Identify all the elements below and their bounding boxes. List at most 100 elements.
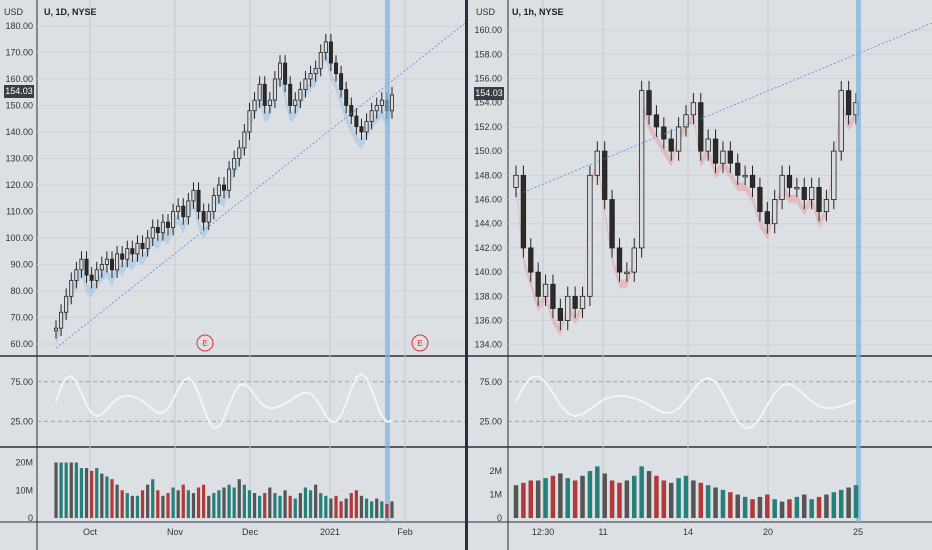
- candle-body: [120, 253, 125, 260]
- candle-body: [181, 205, 186, 218]
- hourly-chart-svg[interactable]: 160.00 158.00 156.00 154.00 152.00 150.00 148.…: [468, 0, 932, 550]
- candle-body: [653, 114, 660, 128]
- candle-body: [191, 189, 196, 202]
- price-tick-label: 90.00: [10, 260, 33, 270]
- volume-bar: [125, 493, 129, 518]
- candle-body: [323, 41, 328, 53]
- price-tick-label: 160.00: [5, 74, 33, 84]
- price-tick-label: 150.00: [474, 146, 502, 156]
- price-tick-label: 138.00: [474, 291, 502, 301]
- candle-body: [594, 150, 600, 176]
- candle-body: [349, 105, 354, 117]
- volume-bar: [146, 484, 150, 518]
- candle-body: [572, 295, 578, 309]
- ema-cloud: [516, 97, 856, 337]
- currency-label: USD: [476, 7, 496, 17]
- x-axis-label: 11: [598, 527, 607, 537]
- daily-chart-svg[interactable]: 180.00 170.00 160.00 150.00 140.00 130.00 120.…: [0, 0, 465, 550]
- candle-body: [772, 199, 778, 225]
- volume-bar: [191, 493, 196, 518]
- candle-body: [646, 90, 652, 116]
- volume-bar: [809, 499, 814, 518]
- oscillator-tick-label: 25.00: [10, 416, 33, 426]
- candle-body: [160, 221, 165, 234]
- volume-bar: [278, 495, 282, 518]
- candle-body: [712, 138, 719, 164]
- price-tick-label: 154.00: [474, 98, 502, 108]
- oscillator-tick-label: 75.00: [479, 377, 502, 387]
- candle-body: [609, 199, 615, 249]
- price-tick-label: 144.00: [474, 219, 502, 229]
- volume-bar: [202, 484, 206, 518]
- candle-body: [237, 147, 242, 159]
- volume-bar: [558, 473, 563, 518]
- candle-body: [277, 62, 282, 80]
- volume-bar: [691, 480, 696, 518]
- price-tick-label: 152.00: [474, 122, 502, 132]
- price-tick-label: 60.00: [10, 339, 33, 349]
- pane-divider[interactable]: [465, 0, 468, 550]
- hourly-chart-pane[interactable]: 160.00 158.00 156.00 154.00 152.00 150.00 148.…: [468, 0, 932, 550]
- x-axis-label: 20: [763, 527, 773, 537]
- price-tick-label: 100.00: [5, 233, 33, 243]
- volume-bar: [100, 473, 104, 518]
- candle-body: [838, 90, 844, 152]
- candle-body: [579, 295, 586, 309]
- candle-body: [272, 78, 277, 101]
- price-tick-label: 150.00: [5, 100, 33, 110]
- candle-body: [557, 308, 563, 321]
- candle-body: [513, 174, 519, 188]
- candle-body: [94, 269, 99, 281]
- candle-body: [176, 205, 181, 212]
- volume-bar: [84, 468, 89, 518]
- last-price-tag: 154.03: [4, 85, 34, 98]
- x-axis-label: 14: [683, 527, 693, 537]
- volume-bar: [105, 476, 109, 518]
- candle-body: [816, 187, 822, 213]
- volume-bar: [298, 493, 302, 518]
- volume-bar: [176, 490, 180, 518]
- volume-bar: [222, 487, 226, 518]
- volume-bar: [787, 499, 792, 518]
- candle-body: [764, 211, 770, 225]
- volume-bar: [521, 482, 526, 518]
- volume-bar: [242, 484, 246, 518]
- candle-body: [354, 115, 359, 128]
- volume-bar: [115, 484, 119, 518]
- volume-bar: [705, 485, 711, 518]
- price-tick-label: 140.00: [5, 127, 33, 137]
- daily-chart-pane[interactable]: 180.00 170.00 160.00 150.00 140.00 130.00 120.…: [0, 0, 465, 550]
- candle-body: [369, 110, 374, 122]
- earnings-marker-label: E: [202, 339, 207, 348]
- candle-body: [333, 62, 338, 75]
- x-axis-label: 12:30: [532, 527, 555, 537]
- volume-bar: [354, 490, 358, 518]
- volume-bar: [535, 480, 541, 518]
- volume-bar: [572, 480, 578, 518]
- candle-body: [165, 221, 170, 228]
- candle-body: [84, 258, 89, 276]
- volume-bar: [212, 493, 216, 518]
- volume-bar: [79, 468, 84, 518]
- candle-body: [140, 242, 145, 250]
- candle-body: [318, 52, 323, 69]
- candle-body: [288, 83, 293, 106]
- candle-body: [221, 184, 226, 191]
- volume-bar: [846, 487, 851, 518]
- volume-bar: [720, 489, 726, 518]
- volume-bar: [293, 498, 297, 518]
- candle-body: [79, 258, 84, 271]
- volume-bar: [772, 499, 777, 518]
- volume-bar: [263, 493, 267, 518]
- price-tick-label: 160.00: [474, 25, 502, 35]
- candle-body: [542, 283, 549, 297]
- candle-body: [89, 274, 94, 281]
- candle-body: [631, 247, 637, 273]
- volume-bar: [602, 473, 607, 518]
- price-tick-label: 180.00: [5, 21, 33, 31]
- trend-line: [515, 22, 932, 196]
- volume-bar: [683, 475, 689, 518]
- candle-body: [328, 41, 333, 64]
- volume-bar: [140, 490, 145, 518]
- oscillator-tick-label: 75.00: [10, 377, 33, 387]
